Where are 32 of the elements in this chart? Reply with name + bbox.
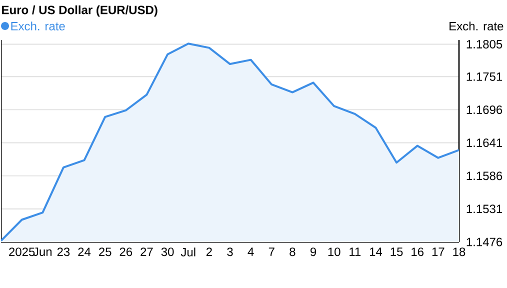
x-tick-label: 14 — [370, 248, 382, 256]
y-tick-label: 1.1696 — [466, 105, 502, 114]
x-tick-label: 9 — [310, 248, 316, 256]
y-axis-title: Exch. rate — [450, 22, 504, 30]
x-tick-label: 2 — [206, 248, 212, 256]
y-tick-label: 1.1531 — [466, 204, 502, 214]
x-tick-label: 2025 — [9, 248, 35, 256]
x-tick-label: 30 — [161, 248, 174, 256]
x-tick-label: 17 — [432, 248, 444, 256]
x-tick-label: Jun — [33, 248, 52, 256]
x-tick-label: Jul — [180, 248, 196, 256]
x-tick-label: 25 — [99, 248, 112, 256]
x-tick-label: 27 — [140, 248, 153, 256]
x-tick-label: 4 — [248, 248, 254, 256]
x-tick-label: 3 — [227, 248, 233, 256]
legend-label: Exch. rate — [11, 22, 65, 30]
x-tick-label: 26 — [120, 248, 132, 256]
x-tick-label: 10 — [328, 248, 340, 256]
x-tick-label: 16 — [412, 248, 424, 256]
y-tick-label: 1.1476 — [466, 238, 502, 246]
x-tick-label: 18 — [453, 248, 466, 256]
x-tick-label: 7 — [268, 248, 274, 256]
chart-title: Euro / US Dollar (EUR/USD) — [2, 5, 158, 17]
y-tick-label: 1.1805 — [466, 40, 502, 48]
x-tick-label: 8 — [290, 248, 296, 256]
x-tick-label: 15 — [390, 248, 403, 256]
y-tick-label: 1.1586 — [466, 172, 502, 180]
x-tick-label: 23 — [57, 248, 70, 256]
x-tick-label: 11 — [350, 248, 361, 256]
x-tick-label: 24 — [78, 248, 91, 256]
y-tick-label: 1.1751 — [466, 72, 502, 81]
y-tick-label: 1.1641 — [466, 138, 502, 148]
